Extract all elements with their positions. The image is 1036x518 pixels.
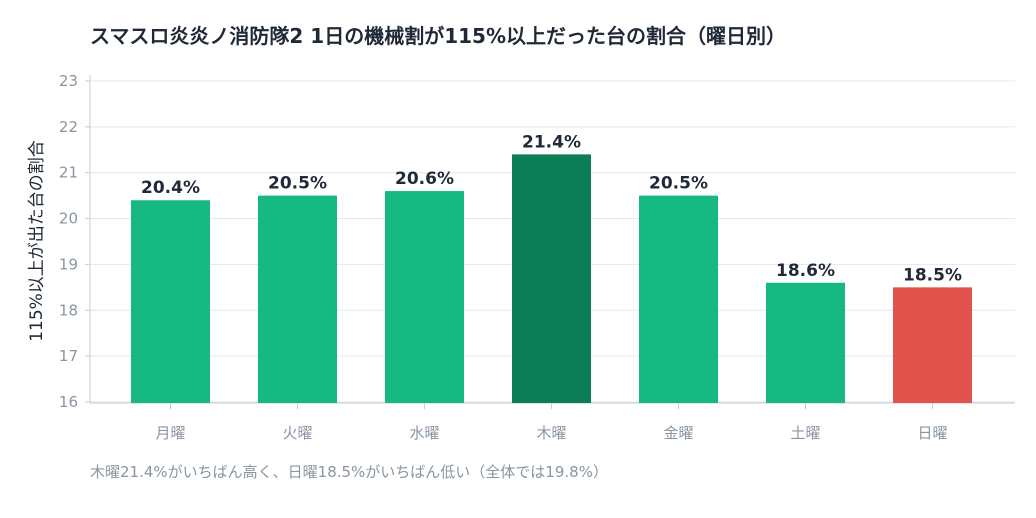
y-tick-label: 22 <box>59 118 78 136</box>
data-label: 20.5% <box>649 174 708 194</box>
bar-2 <box>258 195 337 403</box>
y-tick-label: 23 <box>59 72 78 90</box>
chart-title: スマスロ炎炎ノ消防隊2 1日の機械割が115%以上だった台の割合（曜日別） <box>90 24 786 48</box>
bar-5 <box>639 195 718 403</box>
x-tick-label: 金曜 <box>663 424 693 442</box>
data-label: 18.5% <box>903 265 962 285</box>
data-labels: 20.4% 20.5% 20.6% 21.4% 20.5% 18.6% 18.5% <box>141 132 962 285</box>
y-tick-label: 21 <box>59 164 78 182</box>
y-axis-label: 115%以上が出た台の割合 <box>27 140 47 342</box>
x-tick-label: 水曜 <box>409 424 439 442</box>
y-tick-label: 16 <box>59 393 78 411</box>
y-tick-label: 17 <box>59 347 78 365</box>
x-tick-label: 日曜 <box>917 424 947 442</box>
data-label: 20.6% <box>395 169 454 189</box>
bar-1 <box>131 200 210 403</box>
data-label: 20.5% <box>268 174 327 194</box>
bar-6 <box>766 282 845 403</box>
x-tick-label: 木曜 <box>536 424 566 442</box>
data-label: 21.4% <box>522 132 581 152</box>
x-tick-label: 火曜 <box>282 424 312 442</box>
x-tick-label: 月曜 <box>155 424 185 442</box>
y-tick-label: 19 <box>59 255 78 273</box>
y-tick-label: 18 <box>59 301 78 319</box>
x-axis-ticks: 月曜 火曜 水曜 木曜 金曜 土曜 日曜 <box>155 403 948 442</box>
bar-3 <box>385 191 464 403</box>
data-label: 18.6% <box>776 261 835 281</box>
bars <box>131 154 972 403</box>
y-tick-label: 20 <box>59 210 78 228</box>
bar-7 <box>893 287 972 403</box>
y-axis-ticks: 16 17 18 19 20 21 22 23 <box>59 72 90 411</box>
x-tick-label: 土曜 <box>790 424 820 442</box>
data-label: 20.4% <box>141 178 200 198</box>
bar-4 <box>512 154 591 403</box>
chart-caption: 木曜21.4%がいちばん高く、日曜18.5%がいちばん低い（全体では19.8%） <box>90 463 608 481</box>
